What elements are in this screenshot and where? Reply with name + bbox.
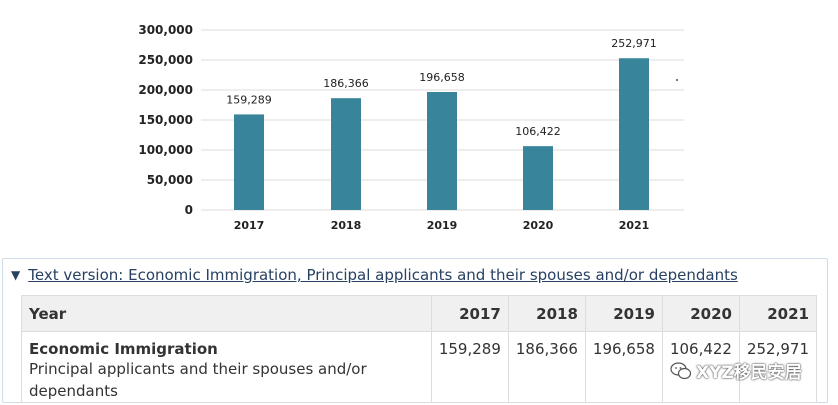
watermark: XYZ移民安居	[670, 358, 802, 383]
header-year-2020: 2020	[661, 295, 740, 332]
data-label-2021: 252,971	[611, 37, 657, 50]
caret-down-icon: ▼	[11, 268, 21, 282]
y-tick-label: 100,000	[138, 143, 193, 157]
data-label-2019: 196,658	[419, 71, 465, 84]
row-title: Economic Immigration	[29, 340, 218, 358]
x-tick-label-2019: 2019	[427, 219, 458, 232]
data-labels: 159,289 186,366 196,658 106,422 252,971	[226, 37, 657, 138]
text-version-details: ▼ Text version: Economic Immigration, Pr…	[2, 258, 828, 403]
wechat-icon	[670, 361, 692, 379]
y-tick-label: 50,000	[147, 173, 193, 187]
row-label-cell: Economic Immigration Principal applicant…	[21, 331, 432, 403]
header-year-2018: 2018	[507, 295, 586, 332]
text-version-summary[interactable]: ▼ Text version: Economic Immigration, Pr…	[11, 265, 738, 285]
cell-2019: 196,658	[584, 331, 663, 403]
bar-2020	[523, 146, 553, 210]
data-table: Year 2017 2018 2019 2020 2021 Economic I…	[21, 295, 818, 403]
header-year-label: Year	[21, 295, 432, 332]
data-label-2017: 159,289	[226, 93, 272, 106]
x-tick-label-2020: 2020	[523, 219, 554, 232]
header-year-2019: 2019	[584, 295, 663, 332]
x-tick-label-2021: 2021	[619, 219, 650, 232]
bars	[234, 58, 649, 210]
data-label-2018: 186,366	[323, 77, 369, 90]
y-axis-ticks: 0 50,000 100,000 150,000 200,000 250,000 300,0…	[138, 23, 193, 217]
x-axis-ticks: 2017 2018 2019 2020 2021	[234, 219, 650, 232]
cell-2017: 159,289	[430, 331, 509, 403]
x-tick-label-2018: 2018	[331, 219, 362, 232]
watermark-text: XYZ移民安居	[696, 363, 802, 383]
text-version-link[interactable]: Text version: Economic Immigration, Prin…	[28, 266, 738, 284]
row-subtitle: Principal applicants and their spouses a…	[29, 360, 367, 400]
header-year-2017: 2017	[430, 295, 509, 332]
stray-dot	[676, 79, 678, 81]
y-tick-label: 150,000	[138, 113, 193, 127]
y-tick-label: 0	[185, 203, 193, 217]
x-tick-label-2017: 2017	[234, 219, 265, 232]
y-tick-label: 200,000	[138, 83, 193, 97]
table-header-row: Year 2017 2018 2019 2020 2021	[21, 295, 818, 332]
cell-2021: 252,971	[738, 331, 818, 403]
header-year-2021: 2021	[738, 295, 818, 332]
bar-chart: 0 50,000 100,000 150,000 200,000 250,000 300,0…	[138, 23, 684, 232]
table-row: Economic Immigration Principal applicant…	[21, 331, 818, 403]
bar-2018	[331, 98, 361, 210]
cell-2018: 186,366	[507, 331, 586, 403]
data-label-2020: 106,422	[515, 125, 561, 138]
bar-2021	[619, 58, 649, 210]
y-tick-label: 300,000	[138, 23, 193, 37]
bar-2017	[234, 114, 264, 210]
bar-2019	[427, 92, 457, 210]
y-tick-label: 250,000	[138, 53, 193, 67]
